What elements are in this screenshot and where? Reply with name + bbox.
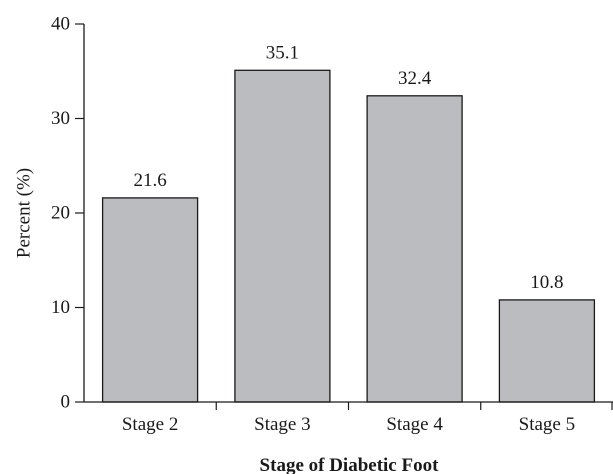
y-tick-label: 40 [51,14,70,35]
axes-layer [75,23,613,410]
bar-stage-4 [366,95,463,403]
y-axis-title: Percent (%) [13,168,34,258]
x-tick-label: Stage 5 [519,414,575,435]
data-label: 32.4 [398,68,432,89]
y-tick-label: 30 [51,108,70,129]
y-tick-label: 20 [51,203,70,224]
data-label: 21.6 [133,170,166,191]
bars-layer [101,69,596,403]
data-label: 10.8 [530,272,563,293]
labels-layer: 21.6 Stage 2 35.1 Stage 3 32.4 Stage 4 10.8 Sta… [51,14,575,436]
bar-stage-5 [498,299,596,403]
x-tick-label: Stage 4 [386,414,443,435]
x-tick-label: Stage 2 [122,414,178,435]
y-tick-label: 10 [51,297,70,318]
x-axis-title: Stage of Diabetic Foot [260,455,440,474]
data-label: 35.1 [266,42,299,63]
x-tick-label: Stage 3 [254,414,310,435]
bar-stage-2 [101,197,199,403]
y-tick-label: 0 [61,392,71,413]
bar-stage-3 [234,69,331,403]
